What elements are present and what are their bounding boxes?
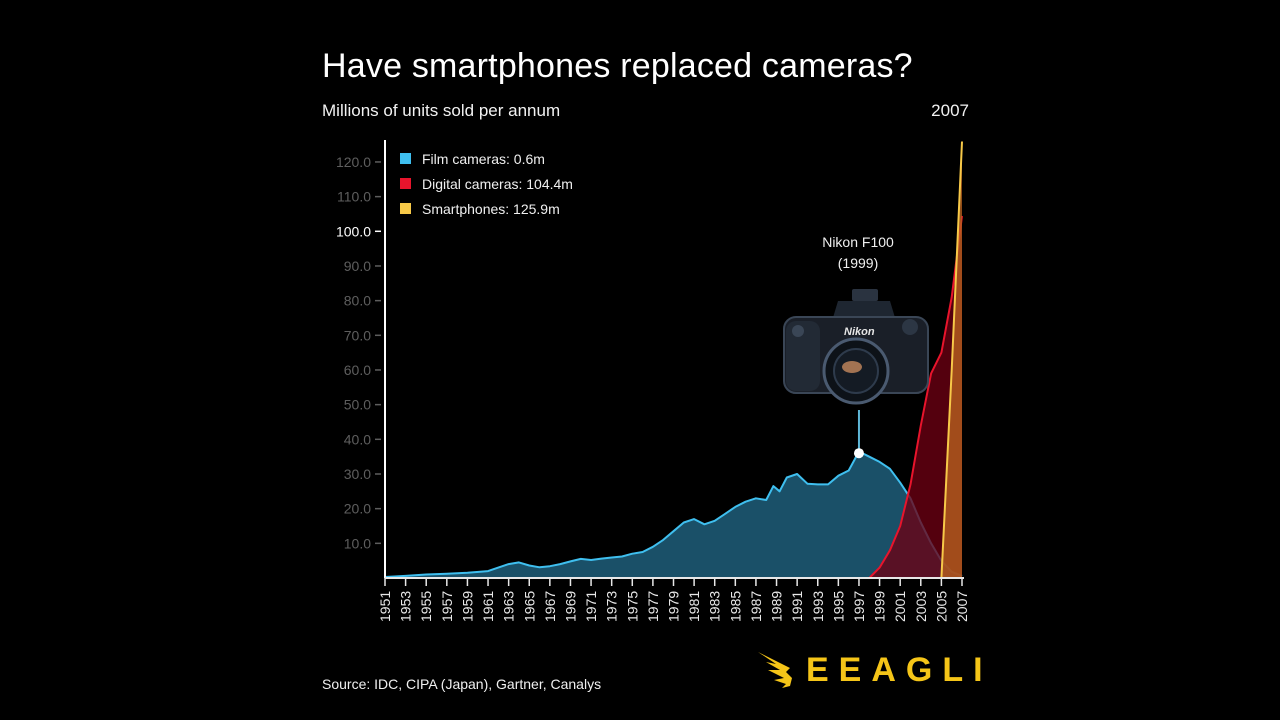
current-year-label: 2007 (931, 101, 969, 120)
series-line-2 (940, 141, 963, 579)
legend-item-film: Film cameras: 0.6m (400, 146, 573, 171)
nikon-logo: Nikon (844, 326, 875, 338)
x-tick-label: 1997 (851, 591, 867, 622)
brand-logo: EEAGLI (756, 650, 993, 690)
dial-icon (792, 325, 804, 337)
annotation-dot (853, 448, 864, 459)
annotation-label: Nikon F100 (1999) (800, 232, 916, 274)
source-note: Source: IDC, CIPA (Japan), Gartner, Cana… (322, 676, 602, 692)
series-area-0 (385, 451, 962, 578)
series-area-1 (869, 216, 962, 578)
x-tick-label: 2003 (913, 591, 929, 622)
y-tick-label: 100.0 (336, 223, 371, 239)
legend-item-digital: Digital cameras: 104.4m (400, 171, 573, 196)
x-tick-label: 1971 (583, 591, 599, 622)
x-tick-label: 1999 (872, 591, 888, 622)
y-tick-label: 30.0 (344, 466, 371, 482)
annotation-marker (853, 410, 864, 459)
x-tick-label: 1951 (377, 591, 393, 622)
y-tick-label: 110.0 (337, 189, 371, 205)
y-tick-label: 40.0 (344, 431, 371, 447)
y-tick-label: 20.0 (344, 501, 371, 517)
x-tick-label: 1977 (645, 591, 661, 622)
x-tick-label: 1969 (562, 591, 578, 622)
x-tick-label: 1957 (439, 591, 455, 622)
film-swatch-icon (400, 153, 411, 164)
series-layer (384, 141, 963, 579)
camera-photo: Nikon (783, 289, 929, 405)
eagle-icon (758, 652, 792, 688)
x-tick-label: 2005 (933, 591, 949, 622)
x-tick-label: 1995 (830, 591, 846, 622)
x-tick-label: 1985 (727, 591, 743, 622)
y-axis: 10.0 20.0 30.0 40.0 50.0 60.0 70.0 80.0 90.0 100.… (336, 140, 386, 578)
legend-label: Smartphones: 125.9m (422, 200, 560, 217)
x-tick-label: 1993 (810, 591, 826, 622)
legend-label: Film cameras: 0.6m (422, 150, 545, 167)
x-tick-label: 1973 (604, 591, 620, 622)
series-line-1 (868, 215, 963, 579)
smartphone-swatch-icon (400, 203, 411, 214)
y-tick-label: 50.0 (344, 397, 371, 413)
hot-shoe (852, 289, 878, 301)
x-tick-label: 1959 (459, 591, 475, 622)
x-tick-label: 1967 (542, 591, 558, 622)
camera-grip (786, 321, 820, 391)
legend-label: Digital cameras: 104.4m (422, 175, 573, 192)
mode-dial-icon (902, 319, 918, 335)
chart-title: Have smartphones replaced cameras? (322, 47, 913, 85)
series-line-0 (384, 450, 963, 578)
y-tick-label: 80.0 (344, 293, 371, 309)
y-tick-label: 120.0 (336, 154, 371, 170)
x-tick-label: 1975 (624, 591, 640, 622)
x-tick-label: 1991 (789, 591, 805, 622)
x-tick-label: 1953 (398, 591, 414, 622)
legend: Film cameras: 0.6m Digital cameras: 104.… (400, 146, 573, 221)
x-tick-label: 1965 (521, 591, 537, 622)
series-area-2 (941, 141, 962, 578)
brand-name: EEAGLI (806, 650, 993, 689)
legend-item-smartphones: Smartphones: 125.9m (400, 196, 573, 221)
y-tick-label: 90.0 (344, 258, 371, 274)
y-tick-label: 70.0 (344, 327, 371, 343)
x-tick-label: 1961 (480, 591, 496, 622)
x-tick-label: 1955 (418, 591, 434, 622)
x-tick-label: 1963 (501, 591, 517, 622)
x-tick-label: 1987 (748, 591, 764, 622)
x-tick-label: 2001 (892, 591, 908, 622)
y-tick-label: 10.0 (344, 535, 371, 551)
x-tick-label: 1979 (666, 591, 682, 622)
x-tick-label: 1983 (707, 591, 723, 622)
y-tick-label: 60.0 (344, 362, 371, 378)
x-tick-label: 2007 (954, 591, 970, 622)
x-tick-label: 1989 (769, 591, 785, 622)
x-tick-label: 1981 (686, 591, 702, 622)
x-axis: 1951 1953 1955 1957 1959 1961 1963 1965 1967 1969… (377, 577, 970, 622)
lens-reflection (842, 361, 862, 373)
annotation-title: Nikon F100 (822, 234, 894, 250)
chart-subtitle: Millions of units sold per annum (322, 101, 561, 120)
annotation-year: (1999) (837, 255, 879, 271)
digital-swatch-icon (400, 178, 411, 189)
